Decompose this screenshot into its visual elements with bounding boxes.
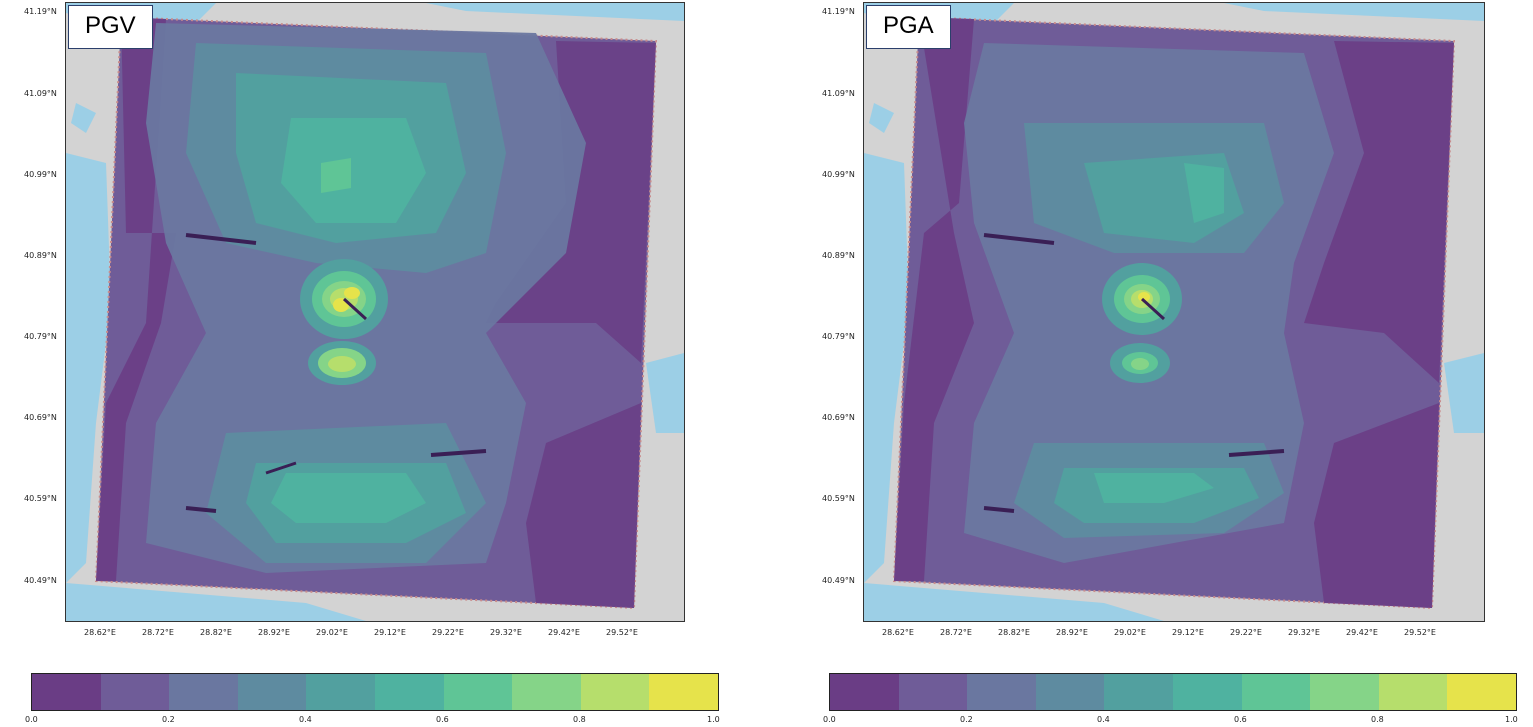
lat-label: 40.89°N [822,251,855,260]
colorbar-segment [443,674,513,710]
colorbar-tick: 0.8 [1371,715,1384,724]
colorbar-segment [649,674,718,710]
pga-panel: PGA 41.19°N 41.09°N 40.99°N 40.89°N 40.7… [798,0,1533,727]
colorbar-segment [1035,674,1105,710]
lat-label: 40.49°N [822,576,855,585]
pgv-map-canvas [66,3,684,621]
pgv-colorbar [31,673,719,711]
lat-label: 40.79°N [822,332,855,341]
colorbar-tick: 0.6 [436,715,449,724]
pgv-panel: PGV 41.19°N 41.09°N 40.99°N 40.89°N 40.7… [0,0,720,727]
lat-label: 40.69°N [24,413,57,422]
lat-label: 40.99°N [24,170,57,179]
lat-label: 40.79°N [24,332,57,341]
lon-label: 28.72°E [142,628,174,637]
lat-label: 40.99°N [822,170,855,179]
pga-colorbar [829,673,1517,711]
colorbar-tick: 0.0 [823,715,836,724]
lon-label: 29.02°E [1114,628,1146,637]
lon-label: 29.12°E [1172,628,1204,637]
lon-label: 29.52°E [1404,628,1436,637]
pga-map[interactable]: PGA [863,2,1485,622]
colorbar-segment [32,674,101,710]
colorbar-segment [967,674,1036,710]
lon-label: 28.62°E [882,628,914,637]
colorbar-tick: 0.0 [25,715,38,724]
colorbar-segment [580,674,650,710]
lat-label: 41.19°N [822,7,855,16]
colorbar-segment [237,674,307,710]
lon-label: 28.62°E [84,628,116,637]
lon-label: 29.42°E [548,628,580,637]
lat-label: 40.89°N [24,251,57,260]
colorbar-segment [306,674,375,710]
lon-label: 29.22°E [432,628,464,637]
lat-label: 40.59°N [822,494,855,503]
pgv-contours [94,15,658,610]
lon-label: 28.82°E [998,628,1030,637]
lon-label: 28.92°E [258,628,290,637]
colorbar-segment [898,674,968,710]
pgv-title: PGV [68,5,153,49]
colorbar-tick: 1.0 [707,715,720,724]
colorbar-segment [100,674,170,710]
lon-label: 29.02°E [316,628,348,637]
colorbar-segment [1241,674,1311,710]
colorbar-tick: 1.0 [1505,715,1518,724]
colorbar-segment [1310,674,1379,710]
lon-label: 29.12°E [374,628,406,637]
lat-label: 40.59°N [24,494,57,503]
pga-contours [892,15,1456,610]
lat-label: 40.49°N [24,576,57,585]
colorbar-segment [1172,674,1242,710]
lon-label: 29.52°E [606,628,638,637]
colorbar-segment [1104,674,1173,710]
colorbar-segment [830,674,899,710]
colorbar-segment [512,674,581,710]
colorbar-tick: 0.4 [299,715,312,724]
colorbar-tick: 0.2 [162,715,175,724]
pgv-map[interactable]: PGV [65,2,685,622]
lon-label: 29.42°E [1346,628,1378,637]
lon-label: 29.32°E [490,628,522,637]
lon-label: 28.72°E [940,628,972,637]
colorbar-segment [1447,674,1516,710]
colorbar-segment [374,674,444,710]
colorbar-segment [1378,674,1448,710]
lon-label: 29.32°E [1288,628,1320,637]
lon-label: 29.22°E [1230,628,1262,637]
pga-map-canvas [864,3,1484,621]
colorbar-tick: 0.8 [573,715,586,724]
colorbar-tick: 0.2 [960,715,973,724]
pga-title: PGA [866,5,951,49]
lat-label: 41.19°N [24,7,57,16]
colorbar-tick: 0.4 [1097,715,1110,724]
lat-label: 41.09°N [24,89,57,98]
lon-label: 28.92°E [1056,628,1088,637]
colorbar-segment [169,674,238,710]
colorbar-tick: 0.6 [1234,715,1247,724]
lat-label: 41.09°N [822,89,855,98]
lon-label: 28.82°E [200,628,232,637]
lat-label: 40.69°N [822,413,855,422]
